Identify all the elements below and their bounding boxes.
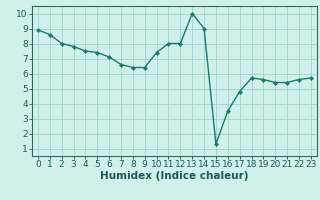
- X-axis label: Humidex (Indice chaleur): Humidex (Indice chaleur): [100, 171, 249, 181]
